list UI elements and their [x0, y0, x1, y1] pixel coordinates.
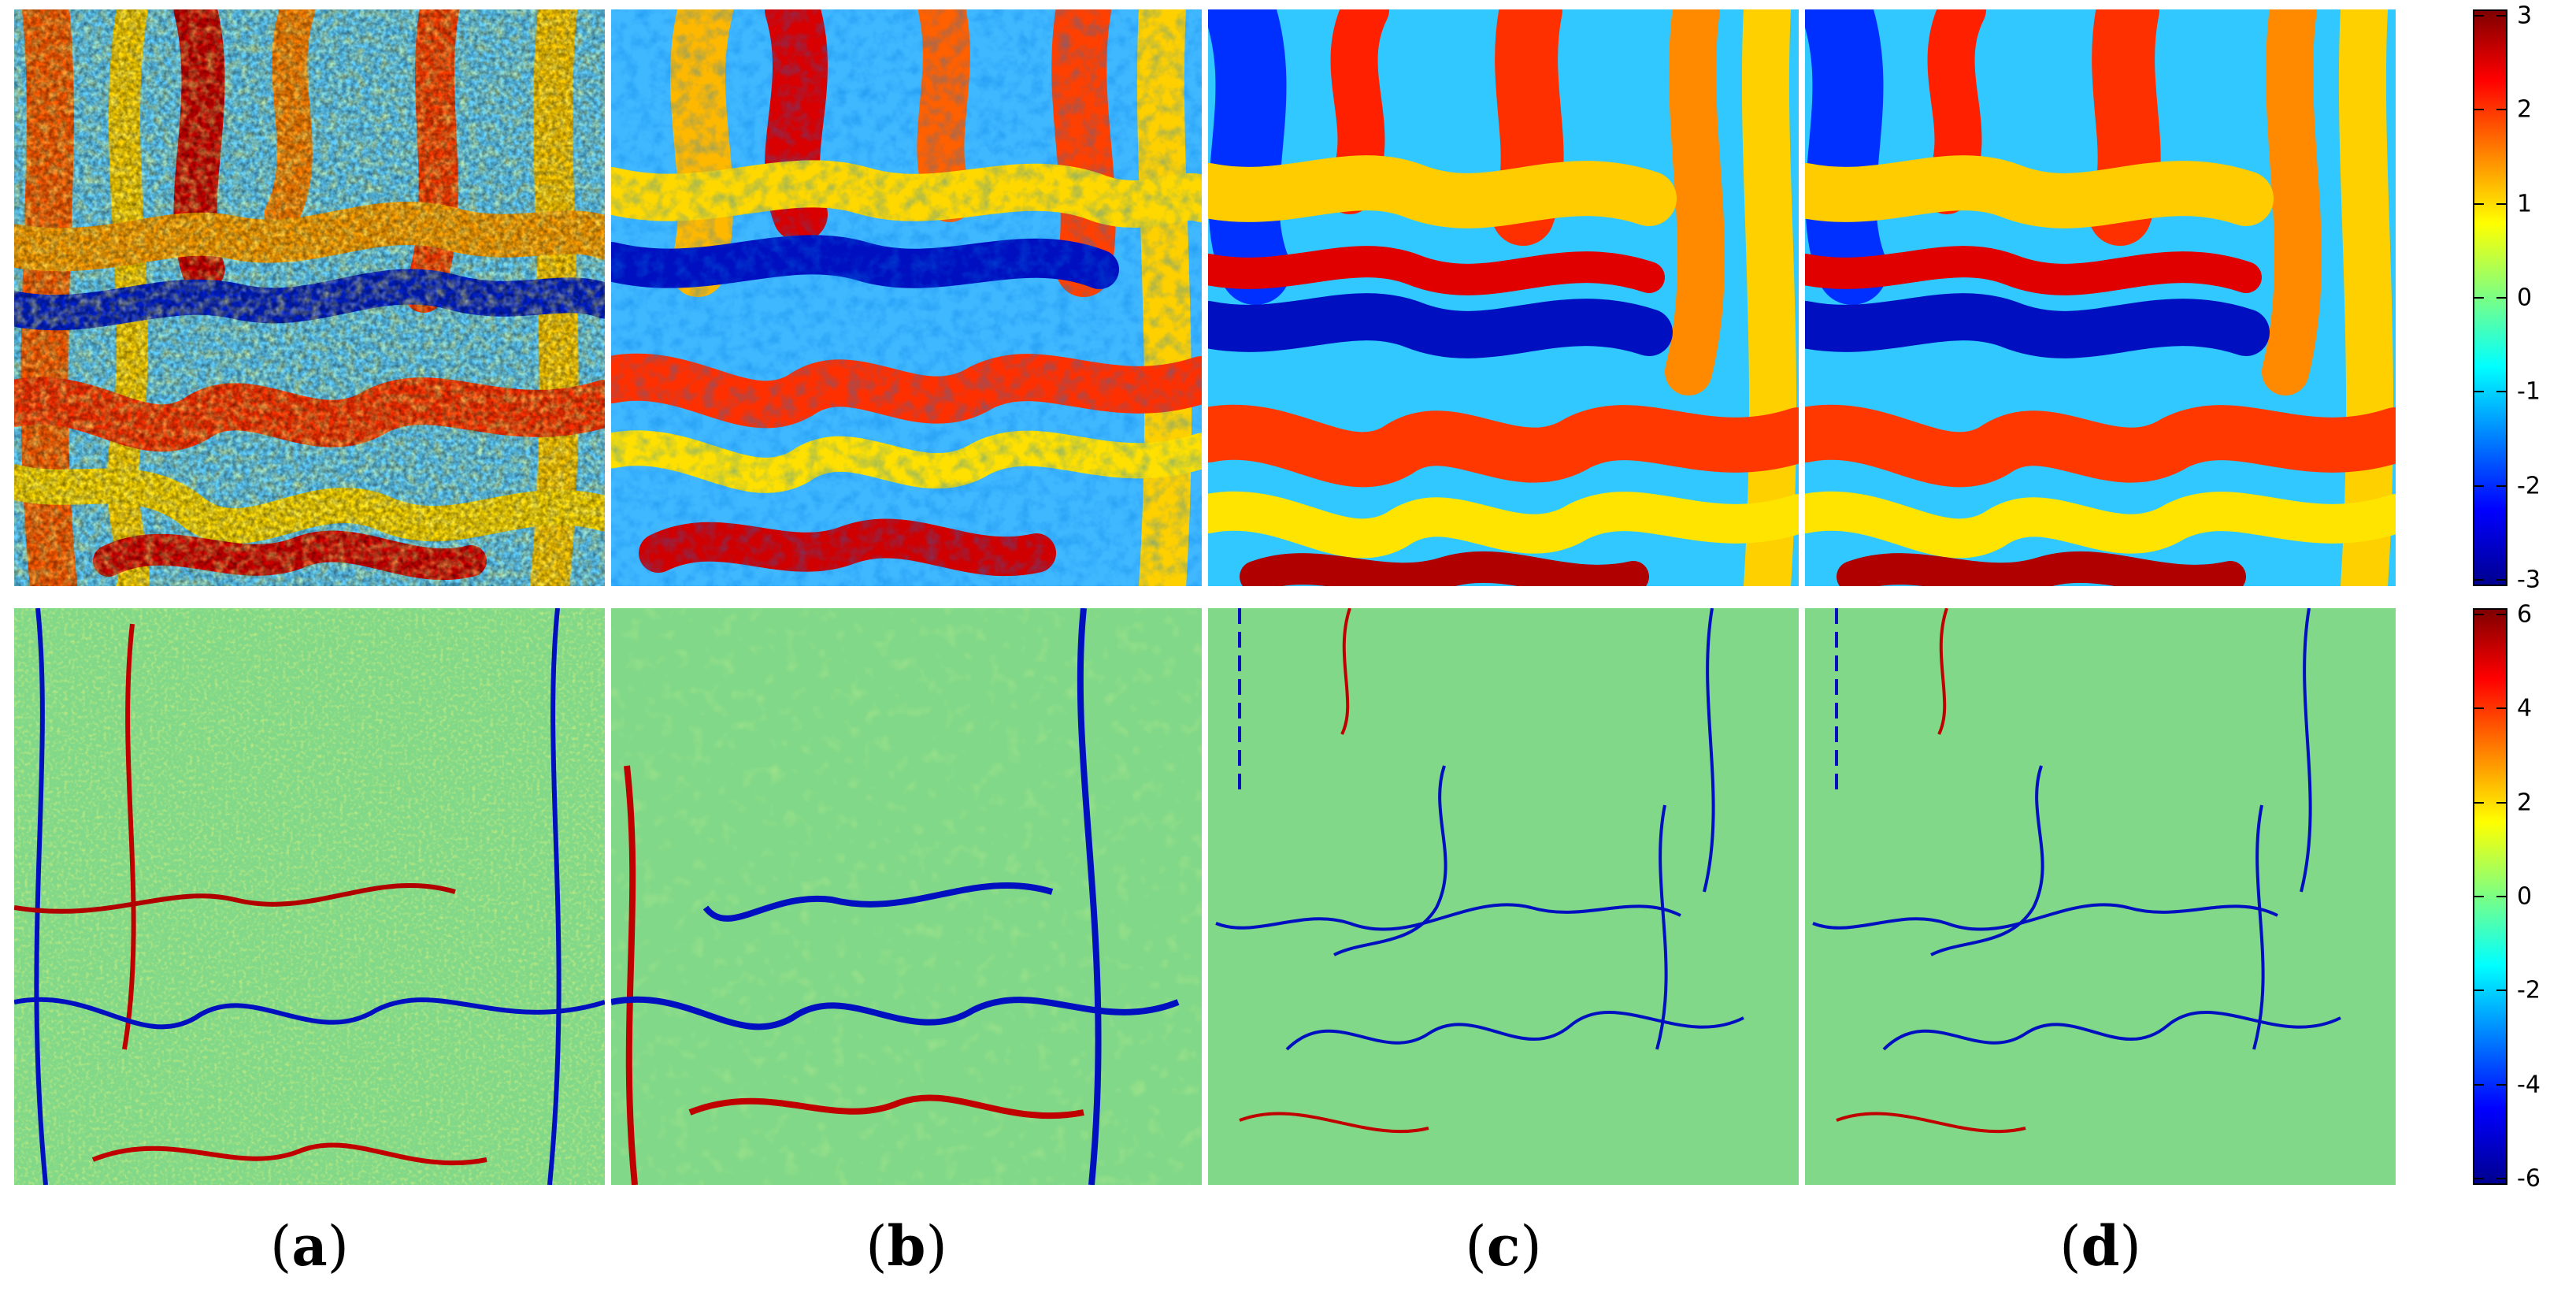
bottom-colorbar-tick-label: -2 [2517, 976, 2541, 1004]
bottom-colorbar-tick-mark-right [2496, 896, 2507, 897]
bottom-colorbar-tick-label: 2 [2517, 789, 2533, 817]
bottom-colorbar-tick-mark-right [2496, 1178, 2507, 1179]
bottom-colorbar-tick-label: 0 [2517, 882, 2533, 911]
bottom-panel-d [1805, 608, 2396, 1185]
top-colorbar-tick-label: 2 [2517, 95, 2533, 124]
bottom-colorbar-tick-mark-right [2496, 1083, 2507, 1086]
bottom-colorbar-tick-mark [2473, 1178, 2484, 1179]
top-panel-a [14, 9, 605, 586]
top-colorbar-tick-mark [2473, 109, 2484, 111]
top-panel-b [611, 9, 1202, 586]
top-colorbar-tick-mark-right [2496, 15, 2507, 17]
bottom-colorbar-tick-mark-right [2496, 990, 2507, 992]
bottom-colorbar-tick-mark [2473, 707, 2484, 710]
top-colorbar-tick-mark [2473, 202, 2484, 205]
top-panel-c [1208, 9, 1799, 586]
top-colorbar-tick-label: -2 [2517, 472, 2541, 500]
top-colorbar-tick-mark [2473, 485, 2484, 487]
top-colorbar-tick-label: -1 [2517, 377, 2541, 406]
bottom-colorbar-tick-label: 6 [2517, 600, 2533, 629]
caption-b: (b) [865, 1213, 947, 1279]
top-colorbar-tick-mark [2473, 579, 2484, 581]
bottom-colorbar-tick-mark [2473, 1083, 2484, 1086]
top-colorbar-tick-label: 0 [2517, 284, 2533, 312]
bottom-colorbar-tick-mark-right [2496, 801, 2507, 804]
bottom-colorbar-tick-mark [2473, 990, 2484, 992]
bottom-colorbar-tick-label: -4 [2517, 1071, 2541, 1099]
bottom-panel-a [14, 608, 605, 1185]
top-colorbar-tick-mark-right [2496, 485, 2507, 487]
top-colorbar-tick-mark [2473, 15, 2484, 17]
bottom-colorbar-tick-label: -6 [2517, 1164, 2541, 1193]
top-colorbar-tick-label: 1 [2517, 190, 2533, 218]
bottom-colorbar-tick-mark-right [2496, 614, 2507, 615]
top-colorbar-tick-mark-right [2496, 297, 2507, 299]
bottom-colorbar-tick-mark [2473, 614, 2484, 615]
caption-d: (d) [2059, 1213, 2141, 1279]
top-colorbar-tick-label: 3 [2517, 2, 2533, 30]
top-colorbar-tick-mark [2473, 391, 2484, 393]
caption-a: (a) [270, 1213, 349, 1279]
top-colorbar-tick-mark-right [2496, 579, 2507, 581]
top-panel-d [1805, 9, 2396, 586]
bottom-colorbar-tick-mark-right [2496, 707, 2507, 710]
bottom-colorbar-tick-mark [2473, 801, 2484, 804]
bottom-colorbar-tick-label: 4 [2517, 694, 2533, 722]
top-colorbar-tick-mark-right [2496, 109, 2507, 111]
bottom-colorbar-tick-mark [2473, 896, 2484, 897]
top-colorbar-tick-mark-right [2496, 391, 2507, 393]
top-colorbar-tick-mark [2473, 297, 2484, 299]
caption-c: (c) [1465, 1213, 1542, 1279]
top-colorbar-tick-mark-right [2496, 202, 2507, 205]
bottom-panel-b [611, 608, 1202, 1185]
top-colorbar-tick-label: -3 [2517, 566, 2541, 594]
bottom-panel-c [1208, 608, 1799, 1185]
